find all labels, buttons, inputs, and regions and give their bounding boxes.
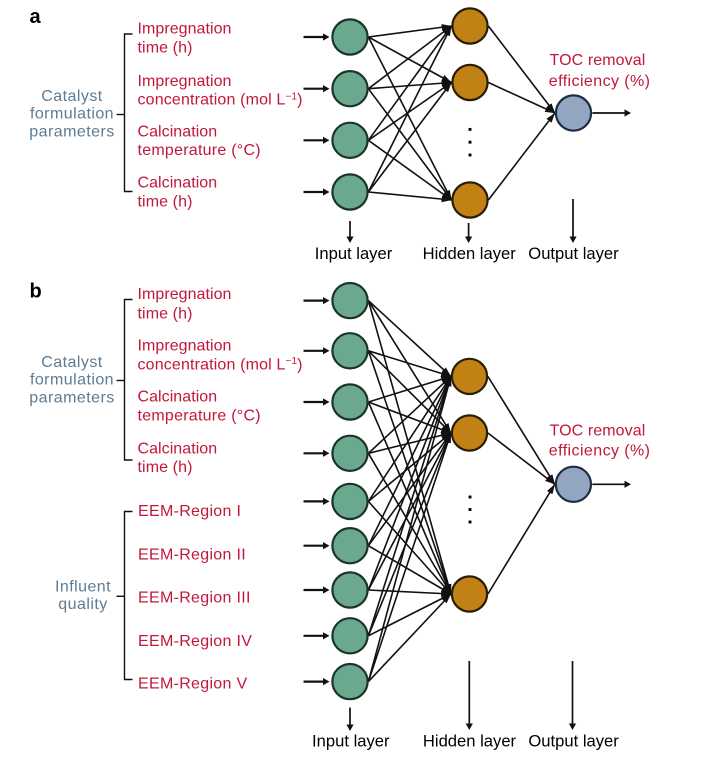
svg-text:EEM-Region II: EEM-Region II: [138, 546, 246, 563]
svg-text:Output layer: Output layer: [528, 244, 619, 263]
svg-text:parameters: parameters: [29, 389, 114, 406]
svg-text:quality: quality: [58, 596, 107, 613]
svg-text:time (h): time (h): [138, 305, 193, 322]
svg-text:time (h): time (h): [138, 459, 193, 476]
svg-text:efficiency (%): efficiency (%): [549, 73, 651, 90]
svg-text:EEM-Region I: EEM-Region I: [138, 503, 241, 520]
svg-text:temperature (°C): temperature (°C): [138, 407, 261, 424]
svg-text:Hidden layer: Hidden layer: [423, 244, 517, 263]
svg-text:time (h): time (h): [138, 193, 193, 210]
svg-text:EEM-Region IV: EEM-Region IV: [138, 633, 252, 650]
svg-text:Calcination: Calcination: [138, 123, 218, 140]
svg-text:Impregnation: Impregnation: [138, 337, 232, 354]
svg-text:concentration (mol L−1): concentration (mol L−1): [138, 356, 303, 373]
svg-text:TOC removal: TOC removal: [550, 422, 646, 439]
svg-text:EEM-Region V: EEM-Region V: [138, 676, 247, 693]
svg-text:time (h): time (h): [138, 39, 193, 56]
svg-text:Input layer: Input layer: [312, 732, 390, 751]
svg-text:Hidden layer: Hidden layer: [423, 732, 517, 751]
svg-text:Catalyst: Catalyst: [41, 88, 103, 105]
svg-text:concentration (mol L−1): concentration (mol L−1): [138, 92, 303, 109]
svg-text:Impregnation: Impregnation: [138, 286, 232, 303]
svg-text:formulation: formulation: [30, 372, 114, 389]
svg-text:Influent: Influent: [55, 579, 111, 596]
svg-text:temperature (°C): temperature (°C): [138, 142, 261, 159]
svg-text:Input layer: Input layer: [315, 244, 393, 263]
svg-text:Catalyst: Catalyst: [41, 354, 103, 371]
svg-text:Calcination: Calcination: [138, 389, 218, 406]
svg-text:parameters: parameters: [29, 123, 114, 140]
svg-text:EEM-Region III: EEM-Region III: [138, 590, 251, 607]
svg-text:a: a: [30, 6, 42, 28]
svg-text:Impregnation: Impregnation: [138, 73, 232, 90]
svg-text:b: b: [30, 281, 42, 303]
svg-text:formulation: formulation: [30, 106, 114, 123]
svg-text:Impregnation: Impregnation: [138, 21, 232, 38]
svg-text:efficiency (%): efficiency (%): [549, 442, 651, 459]
svg-text:Output layer: Output layer: [528, 732, 619, 751]
svg-text:Calcination: Calcination: [138, 175, 218, 192]
svg-text:Calcination: Calcination: [138, 440, 218, 457]
svg-text:TOC removal: TOC removal: [550, 52, 646, 69]
